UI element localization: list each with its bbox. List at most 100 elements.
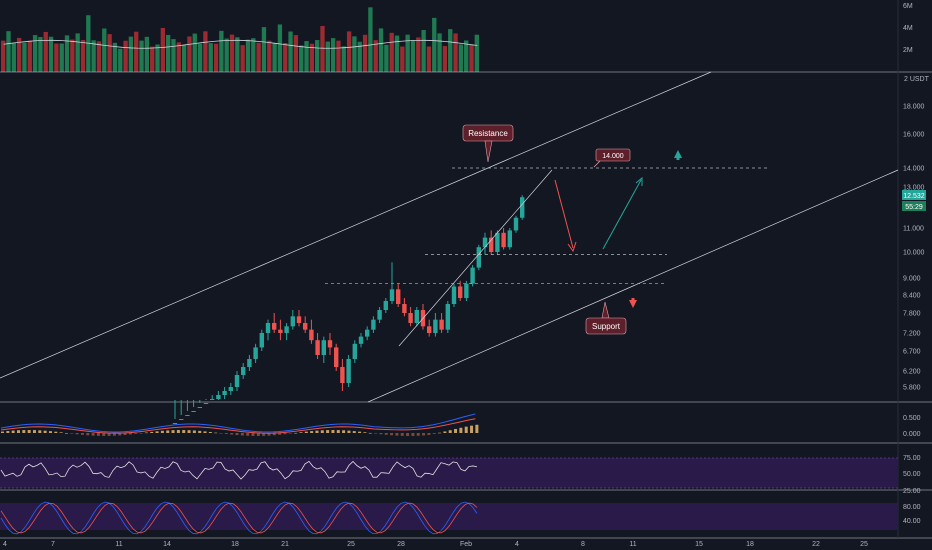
volume-bar [27,40,32,72]
macd-histogram-bar [176,430,180,433]
candle-body [278,329,283,333]
resistance-label: Resistance [468,129,508,138]
volume-bar [320,26,325,72]
macd-signal-line [0,418,476,434]
candle-body [303,323,308,330]
candle-body [507,230,512,248]
volume-bar [48,36,54,72]
resistance-callout[interactable]: Resistance [462,124,514,163]
volume-bar [448,29,453,73]
volume-bar [373,40,378,72]
price-tick-label: 5.800 [903,385,921,392]
candle-body [439,319,444,330]
stoch-tick-label: 80.00 [903,504,921,511]
time-tick-label: 28 [397,541,405,548]
price-tick-label: 8.400 [903,293,921,300]
stoch-d-line [0,502,478,534]
candle-body [222,391,227,395]
volume-bar [1,40,6,72]
candle-body [458,286,463,298]
macd-histogram-bar [22,430,26,433]
macd-histogram-bar [347,430,351,433]
macd-tick-label: 0.500 [903,415,921,422]
macd-histogram-bar [182,430,186,433]
current-price-tag: 12.532 55:29 [902,190,926,211]
candle-body [408,313,413,323]
volume-bar [245,39,251,72]
macd-histogram-bar [262,433,266,436]
time-tick-label: 18 [746,541,754,548]
volume-bar [224,38,229,72]
macd-histogram-bar [208,431,212,433]
candle-body [513,217,519,231]
volume-bar [389,32,394,72]
volume-bar [277,24,283,72]
macd-histogram-bar [54,431,58,433]
macd-histogram-bar [470,425,474,433]
macd-histogram-bar [219,433,223,434]
macd-tick-label: 0.000 [903,431,921,438]
volume-bar [134,31,139,72]
candle-body [210,399,215,400]
macd-histogram-bar [235,433,239,436]
macd-histogram-bar [299,432,303,433]
volume-bar [453,33,458,72]
volume-bar [293,35,299,72]
macd-histogram-bar [171,430,175,433]
volume-bar [336,40,341,72]
macd-histogram-bar [427,433,431,436]
volume-bar [139,40,144,72]
volume-bar [22,42,27,72]
volume-bar [32,35,38,72]
price-tick-label: 6.700 [903,349,921,356]
time-tick-label: 18 [231,541,239,548]
volume-bar [378,28,384,72]
candle-body [203,403,209,404]
volume-bar [394,35,400,72]
candle-body [290,316,295,327]
candle-body [327,340,333,348]
price-tick-label: 18.000 [903,104,925,111]
macd-histogram-bar [144,432,148,434]
time-tick-label: 22 [812,541,820,548]
support-callout[interactable]: Support [585,301,627,335]
volume-pane: 6M 4M 2M [1,3,913,73]
candle-body [253,347,258,359]
channel-lower-line [367,169,899,403]
candle-body [228,387,233,391]
macd-histogram-bar [443,431,447,433]
volume-bar [299,45,304,72]
volume-bar [43,31,48,72]
macd-histogram-bar [336,430,340,433]
volume-bar [410,40,416,72]
macd-histogram-bar [379,433,383,435]
volume-bar [171,39,176,72]
time-tick-label: 25 [347,541,355,548]
price-tick-label: 11.000 [903,226,924,233]
macd-histogram-bar [411,433,415,436]
volume-bar [267,40,272,72]
macd-histogram-bar [107,433,111,436]
macd-histogram-bar [272,433,276,436]
stoch-k-line [0,501,478,535]
macd-histogram-bar [32,430,36,433]
stoch-band-fill [0,503,898,530]
macd-histogram-bar [459,427,463,433]
target-price-tag[interactable]: 14.000 [593,148,631,168]
candle-body [309,329,314,341]
candle-body [321,340,326,355]
macd-histogram-bar [96,433,100,436]
macd-histogram-bar [304,431,308,433]
volume-bar [283,43,288,72]
stoch-tick-label: 40.00 [903,518,921,525]
volume-bar [16,37,22,72]
macd-histogram-bar [422,433,426,436]
time-tick-label: 25 [860,541,868,548]
volume-bar [112,42,118,72]
price-tick-label: 9.000 [903,276,921,283]
time-tick-label: 4 [515,541,519,548]
volume-bar [192,33,197,72]
candle-body [185,415,190,416]
